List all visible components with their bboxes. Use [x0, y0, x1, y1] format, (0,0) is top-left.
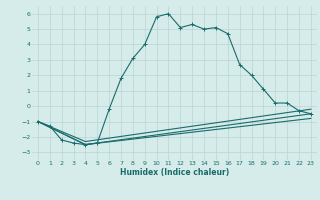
- X-axis label: Humidex (Indice chaleur): Humidex (Indice chaleur): [120, 168, 229, 177]
